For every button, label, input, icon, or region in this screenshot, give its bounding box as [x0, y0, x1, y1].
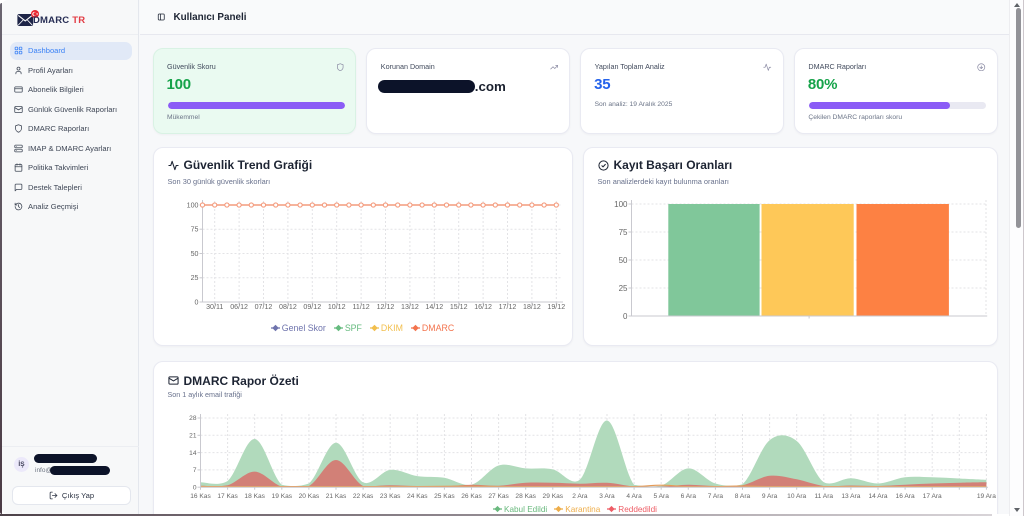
svg-text:16 Ara: 16 Ara	[895, 493, 914, 500]
svg-text:6 Ara: 6 Ara	[680, 493, 696, 500]
svg-text:75: 75	[618, 228, 627, 237]
svg-text:25 Kas: 25 Kas	[434, 493, 455, 500]
svg-text:17/12: 17/12	[498, 303, 516, 311]
svg-text:25: 25	[190, 274, 198, 282]
svg-text:4 Ara: 4 Ara	[626, 493, 642, 500]
svg-text:16 Kas: 16 Kas	[190, 493, 211, 500]
svg-text:16/12: 16/12	[474, 303, 492, 311]
svg-text:29 Kas: 29 Kas	[542, 493, 563, 500]
svg-text:09/12: 09/12	[303, 303, 321, 311]
svg-text:100: 100	[614, 200, 628, 209]
svg-text:06/12: 06/12	[230, 303, 248, 311]
svg-text:24 Kas: 24 Kas	[407, 493, 428, 500]
svg-text:11 Ara: 11 Ara	[814, 493, 833, 500]
svg-text:50: 50	[190, 250, 198, 258]
svg-text:15/12: 15/12	[449, 303, 467, 311]
svg-text:7 Ara: 7 Ara	[707, 493, 723, 500]
svg-text:13 Ara: 13 Ara	[841, 493, 860, 500]
svg-text:2 Ara: 2 Ara	[572, 493, 588, 500]
svg-text:14: 14	[189, 450, 197, 457]
svg-text:10/12: 10/12	[327, 303, 345, 311]
svg-text:75: 75	[190, 226, 198, 234]
svg-text:0: 0	[192, 484, 196, 491]
svg-text:23 Kas: 23 Kas	[379, 493, 400, 500]
svg-text:7: 7	[192, 467, 196, 474]
svg-text:25: 25	[618, 284, 627, 293]
svg-text:13/12: 13/12	[401, 303, 419, 311]
svg-text:28 Kas: 28 Kas	[515, 493, 536, 500]
svg-text:18 Kas: 18 Kas	[244, 493, 265, 500]
svg-text:30/11: 30/11	[206, 303, 223, 311]
svg-text:12/12: 12/12	[376, 303, 394, 311]
svg-text:21 Kas: 21 Kas	[325, 493, 346, 500]
svg-text:0: 0	[194, 298, 198, 306]
svg-text:22 Kas: 22 Kas	[352, 493, 373, 500]
svg-text:17 Ara: 17 Ara	[922, 493, 941, 500]
svg-text:14 Ara: 14 Ara	[868, 493, 887, 500]
svg-text:10 Ara: 10 Ara	[787, 493, 806, 500]
svg-text:5 Ara: 5 Ara	[653, 493, 669, 500]
svg-text:07/12: 07/12	[254, 303, 272, 311]
svg-text:19 Kas: 19 Kas	[271, 493, 292, 500]
svg-text:9 Ara: 9 Ara	[761, 493, 777, 500]
svg-text:3 Ara: 3 Ara	[599, 493, 615, 500]
svg-text:19 Ara: 19 Ara	[976, 493, 995, 500]
svg-text:18/12: 18/12	[523, 303, 541, 311]
svg-text:50: 50	[618, 256, 627, 265]
svg-text:17 Kas: 17 Kas	[217, 493, 238, 500]
svg-text:28: 28	[189, 415, 197, 422]
svg-text:100: 100	[186, 201, 198, 209]
svg-text:26 Kas: 26 Kas	[461, 493, 482, 500]
svg-text:21: 21	[189, 433, 197, 440]
svg-text:08/12: 08/12	[279, 303, 297, 311]
svg-text:8 Ara: 8 Ara	[734, 493, 750, 500]
svg-text:27 Kas: 27 Kas	[488, 493, 509, 500]
svg-text:19/12: 19/12	[547, 303, 565, 311]
svg-text:20 Kas: 20 Kas	[298, 493, 319, 500]
svg-text:14/12: 14/12	[425, 303, 443, 311]
svg-text:11/12: 11/12	[352, 303, 369, 311]
svg-text:0: 0	[623, 312, 628, 321]
